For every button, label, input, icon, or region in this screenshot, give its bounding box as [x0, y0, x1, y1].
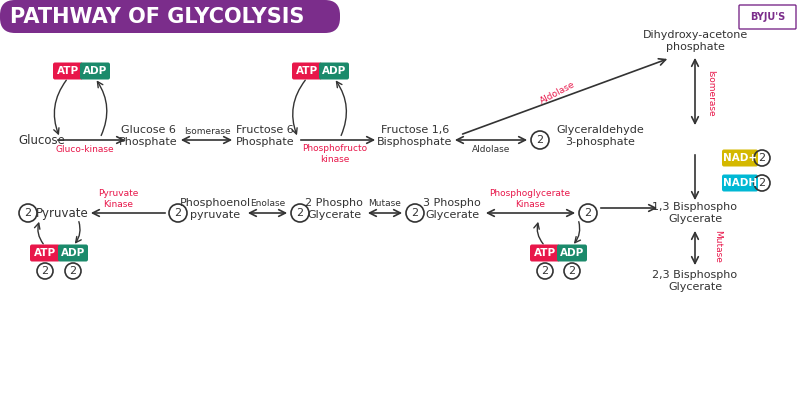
FancyBboxPatch shape	[557, 244, 587, 261]
FancyBboxPatch shape	[722, 150, 758, 166]
Text: Mutase: Mutase	[369, 199, 402, 207]
Text: ADP: ADP	[322, 66, 346, 76]
Text: 2: 2	[70, 266, 77, 276]
Text: Phosphofructo
kinase: Phosphofructo kinase	[302, 144, 367, 164]
Text: 2: 2	[537, 135, 543, 145]
Text: Isomerase: Isomerase	[184, 127, 230, 137]
FancyBboxPatch shape	[80, 62, 110, 80]
Text: Fructose 1,6
Bisphosphate: Fructose 1,6 Bisphosphate	[378, 125, 453, 147]
FancyBboxPatch shape	[530, 244, 560, 261]
Text: 2: 2	[758, 153, 766, 163]
Text: 2: 2	[542, 266, 549, 276]
Text: NADH: NADH	[723, 178, 757, 188]
Text: ADP: ADP	[61, 248, 85, 258]
Text: 2: 2	[585, 208, 591, 218]
Text: ATP: ATP	[296, 66, 318, 76]
Text: Phosphoenol
pyruvate: Phosphoenol pyruvate	[179, 198, 250, 220]
Text: Pyruvate
Kinase: Pyruvate Kinase	[98, 189, 138, 209]
FancyBboxPatch shape	[58, 244, 88, 261]
Text: NAD+: NAD+	[723, 153, 757, 163]
FancyBboxPatch shape	[319, 62, 349, 80]
Text: Mutase: Mutase	[714, 230, 722, 262]
Text: Pyruvate: Pyruvate	[36, 207, 88, 220]
Text: Fructose 6
Phosphate: Fructose 6 Phosphate	[236, 125, 294, 147]
Text: 2: 2	[297, 208, 303, 218]
FancyBboxPatch shape	[292, 62, 322, 80]
FancyBboxPatch shape	[739, 5, 796, 29]
Text: Aldolase: Aldolase	[539, 80, 577, 106]
Text: Phosphoglycerate
Kinase: Phosphoglycerate Kinase	[490, 189, 570, 209]
Text: 3 Phospho
Glycerate: 3 Phospho Glycerate	[423, 198, 481, 220]
Text: ADP: ADP	[560, 248, 584, 258]
Text: 2: 2	[569, 266, 575, 276]
Text: Glyceraldehyde
3-phosphate: Glyceraldehyde 3-phosphate	[556, 125, 644, 147]
Text: 2: 2	[758, 178, 766, 188]
Text: Enolase: Enolase	[250, 199, 286, 207]
Text: ATP: ATP	[57, 66, 79, 76]
Text: ATP: ATP	[534, 248, 556, 258]
Text: 1,3 Bisphospho
Glycerate: 1,3 Bisphospho Glycerate	[653, 202, 738, 224]
Text: 2 Phospho
Glycerate: 2 Phospho Glycerate	[305, 198, 363, 220]
FancyBboxPatch shape	[722, 174, 758, 191]
FancyBboxPatch shape	[53, 62, 83, 80]
Text: Gluco-kinase: Gluco-kinase	[56, 146, 114, 154]
Text: Dihydroxy-acetone
phosphate: Dihydroxy-acetone phosphate	[642, 30, 748, 52]
FancyBboxPatch shape	[0, 0, 340, 33]
Text: Isomerase: Isomerase	[706, 70, 715, 116]
Text: BYJU'S: BYJU'S	[750, 12, 786, 22]
Text: Aldolase: Aldolase	[472, 146, 510, 154]
Text: ATP: ATP	[34, 248, 56, 258]
Text: PATHWAY OF GLYCOLYSIS: PATHWAY OF GLYCOLYSIS	[10, 7, 304, 27]
Text: 2: 2	[25, 208, 31, 218]
Text: 2,3 Bisphospho
Glycerate: 2,3 Bisphospho Glycerate	[653, 270, 738, 292]
Text: ADP: ADP	[83, 66, 107, 76]
Text: Glucose 6
Phosphate: Glucose 6 Phosphate	[118, 125, 178, 147]
FancyBboxPatch shape	[30, 244, 60, 261]
Text: Glucose: Glucose	[18, 133, 66, 146]
Text: 2: 2	[42, 266, 49, 276]
Text: 2: 2	[174, 208, 182, 218]
Text: 2: 2	[411, 208, 418, 218]
